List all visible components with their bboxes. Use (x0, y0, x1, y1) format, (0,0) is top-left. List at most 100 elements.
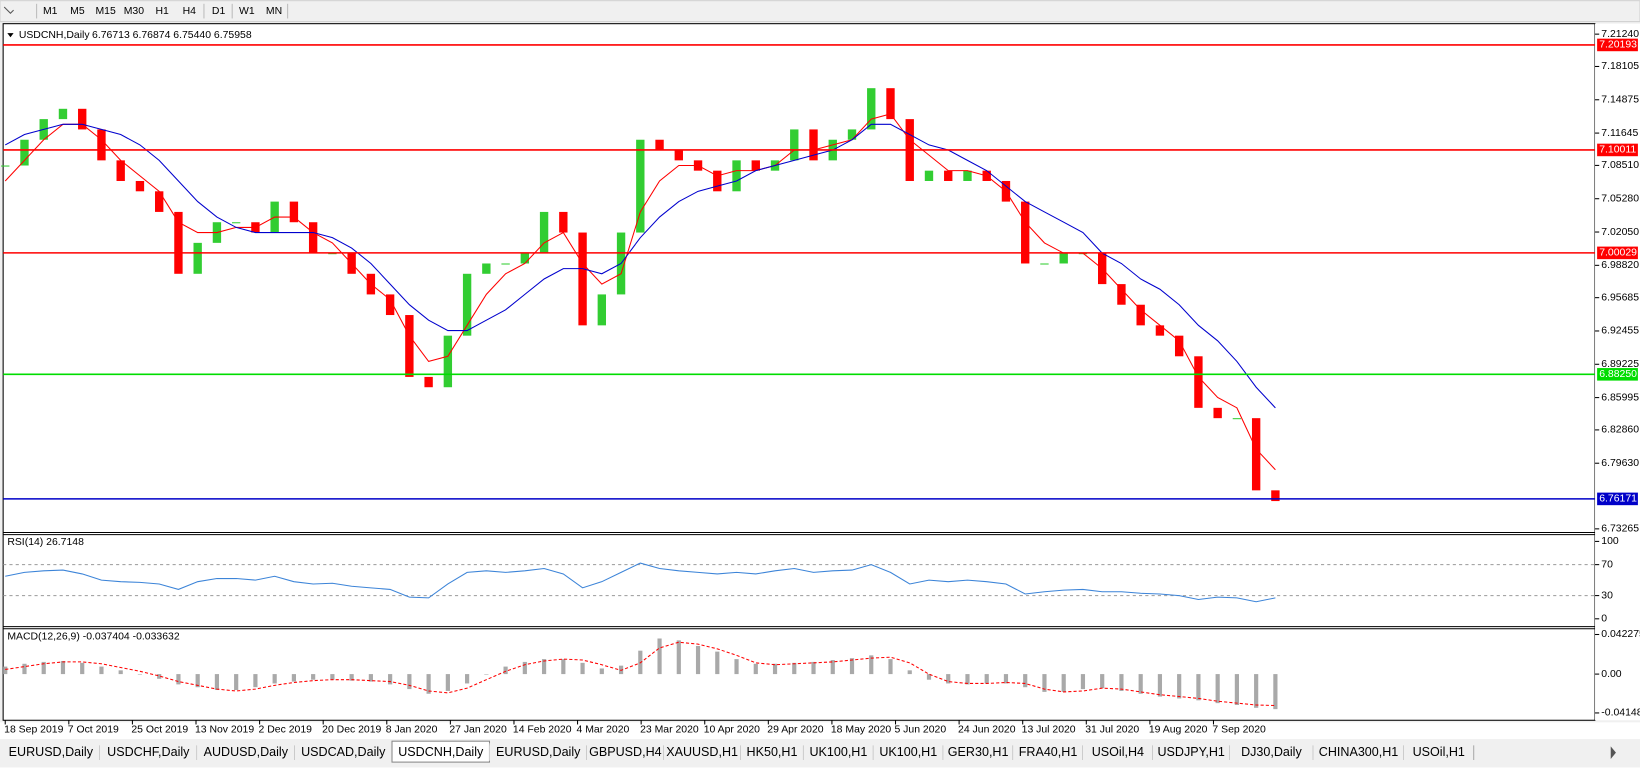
tab-body[interactable] (1082, 743, 1153, 762)
time-label: 18 Sep 2019 (4, 724, 63, 735)
timeframe-button[interactable]: H4 (183, 6, 197, 17)
candle (231, 222, 241, 224)
candle (501, 263, 510, 265)
tab-label[interactable]: DJ30,Daily (1241, 745, 1302, 759)
tab-body[interactable] (2, 743, 100, 762)
chart-tab[interactable]: USOil,H1 (1403, 743, 1475, 762)
candle (539, 211, 549, 254)
candle (1117, 284, 1126, 305)
tab-label[interactable]: UK100,H1 (879, 745, 937, 759)
tab-label[interactable]: USOil,H4 (1092, 745, 1144, 759)
tab-body[interactable] (1152, 743, 1230, 762)
tab-scroll[interactable] (1610, 746, 1616, 759)
chart-tab[interactable]: GER30,H1 (943, 743, 1014, 762)
chart-tab[interactable]: USDCAD,Daily (294, 743, 393, 762)
chart-tab[interactable]: UK100,H1 (803, 743, 874, 762)
timeframe-button[interactable]: M15 (95, 6, 115, 17)
chart-tab[interactable]: UK100,H1 (873, 743, 944, 762)
macd-bar (484, 674, 489, 675)
chart-tab[interactable]: USDJPY,H1 (1152, 743, 1231, 762)
tab-label[interactable]: USDCNH,Daily (398, 745, 484, 759)
chart-tab[interactable]: EURUSD,Daily (2, 743, 101, 762)
timeframe-button[interactable]: MN (266, 6, 282, 17)
y-tick-label: 6.95685 (1601, 292, 1639, 303)
macd-bar (157, 674, 162, 679)
y-tick-label: 6.79630 (1601, 458, 1639, 469)
tab-body[interactable] (294, 743, 393, 762)
timeframe-button[interactable]: H1 (155, 6, 169, 17)
tab-body[interactable] (943, 743, 1014, 762)
timeframe-button[interactable]: M5 (70, 6, 85, 17)
tab-body[interactable] (1313, 743, 1404, 762)
macd-bar (1138, 674, 1143, 694)
chart-tab[interactable]: HK50,H1 (740, 743, 804, 762)
macd-bar (830, 660, 835, 675)
macd-bar (118, 670, 123, 675)
chart-tab[interactable]: USDCNH,Daily (391, 740, 491, 763)
macd-bar (522, 661, 527, 675)
tab-label[interactable]: USOil,H1 (1413, 745, 1465, 759)
y-tick-label: 7.02050 (1601, 227, 1639, 238)
tab-body[interactable] (803, 743, 874, 762)
macd-bar (1119, 674, 1124, 691)
tab-body[interactable] (663, 743, 741, 762)
tab-label[interactable]: HK50,H1 (747, 745, 798, 759)
tab-label[interactable]: EURUSD,Daily (9, 745, 94, 759)
time-label: 8 Jan 2020 (386, 724, 438, 735)
tab-label[interactable]: USDCAD,Daily (301, 745, 386, 759)
toolbar-icon[interactable] (3, 6, 14, 14)
tab-body[interactable] (1229, 743, 1314, 762)
ohlc-info: 6.76713 6.76874 6.75440 6.75958 (92, 30, 252, 41)
tab-label[interactable]: GER30,H1 (948, 745, 1009, 759)
macd-bar (657, 638, 662, 675)
time-label: 7 Oct 2019 (68, 724, 119, 735)
y-tick-label: 70 (1601, 559, 1613, 570)
macd-bar (60, 660, 66, 675)
timeframe-button[interactable]: W1 (239, 6, 255, 17)
timeframe-button[interactable]: M1 (43, 6, 58, 17)
tab-body[interactable] (489, 743, 587, 762)
chart-tab[interactable]: DJ30,Daily (1229, 743, 1314, 762)
candle (559, 211, 568, 233)
tab-body[interactable] (873, 743, 944, 762)
tab-label[interactable]: GBPUSD,H4 (589, 745, 662, 759)
candle (1251, 418, 1261, 491)
chart-tab[interactable]: EURUSD,Daily (489, 743, 588, 762)
tab-body[interactable] (740, 743, 804, 762)
time-label: 7 Sep 2020 (1212, 724, 1266, 735)
symbol-menu-arrow[interactable] (7, 33, 14, 38)
candle (193, 242, 202, 274)
chart-tab[interactable]: USOil,H4 (1082, 743, 1154, 762)
tab-body[interactable] (99, 743, 198, 762)
time-label: 5 Jun 2020 (894, 724, 946, 735)
tab-body[interactable] (1013, 743, 1083, 762)
indicator-line (5, 562, 1276, 603)
tab-body[interactable] (197, 743, 295, 762)
timeframe-button[interactable]: M30 (124, 6, 144, 17)
tab-label[interactable]: CHINA300,H1 (1319, 745, 1399, 759)
candle (97, 129, 106, 161)
tab-label[interactable]: UK100,H1 (809, 745, 867, 759)
chart-tab[interactable]: AUDUSD,Daily (197, 743, 296, 762)
tab-label[interactable]: FRA40,H1 (1019, 745, 1078, 759)
timeframe-button[interactable]: D1 (212, 6, 226, 17)
candle (1021, 201, 1030, 264)
tab-label[interactable]: USDJPY,H1 (1157, 745, 1224, 759)
tab-label[interactable]: USDCHF,Daily (107, 745, 190, 759)
time-label: 13 Jul 2020 (1022, 724, 1076, 735)
chart-tab[interactable]: FRA40,H1 (1013, 743, 1084, 762)
chart-tab[interactable]: XAUUSD,H1 (663, 743, 742, 762)
tab-label[interactable]: EURUSD,Daily (496, 745, 581, 759)
macd-bar (561, 659, 566, 675)
chart-tab[interactable]: USDCHF,Daily (99, 743, 198, 762)
tab-label[interactable]: AUDUSD,Daily (204, 745, 289, 759)
tab-label[interactable]: XAUUSD,H1 (666, 745, 738, 759)
tab-body[interactable] (1403, 743, 1474, 762)
chart-tab[interactable]: CHINA300,H1 (1313, 743, 1405, 762)
tab-body[interactable] (586, 743, 664, 762)
chart-tab[interactable]: GBPUSD,H4 (586, 743, 665, 762)
level-label-box (1597, 492, 1638, 506)
time-label: 14 Feb 2020 (513, 724, 572, 735)
candle (443, 335, 453, 388)
